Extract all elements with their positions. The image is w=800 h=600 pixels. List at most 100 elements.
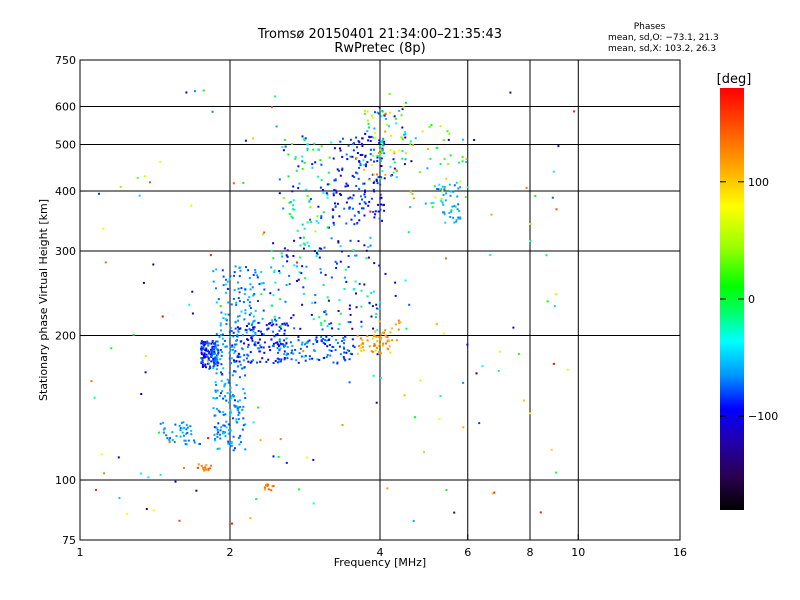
data-point [363,163,366,166]
data-point [245,266,247,269]
data-point [401,136,404,139]
data-point [262,233,264,236]
data-point [216,340,219,343]
data-point [273,315,276,318]
data-point [335,339,338,341]
data-point [409,206,412,209]
data-point [342,137,344,140]
data-point [222,430,225,433]
data-point [270,489,273,492]
data-point [118,497,121,499]
data-point [299,327,302,330]
data-point [269,292,272,295]
data-point [233,289,236,291]
data-point [205,353,208,356]
data-point [336,202,339,205]
data-point [529,222,532,225]
data-point [244,448,247,451]
data-point [276,347,279,350]
data-point [274,359,277,362]
data-point [368,178,371,181]
data-point [288,274,291,277]
data-point [369,140,372,142]
data-point [228,442,231,445]
data-point [249,329,252,332]
data-point [313,250,316,252]
data-point [312,148,315,151]
data-point [283,357,286,359]
data-point [285,461,288,464]
data-point [285,354,288,357]
grid-lines [80,60,680,540]
data-point [266,328,269,331]
data-point [201,357,204,359]
data-point [358,202,361,205]
data-point [293,327,296,330]
data-point [441,190,444,193]
data-point [433,185,436,188]
data-point [315,336,318,339]
data-point [270,266,273,269]
data-point [216,389,219,392]
data-point [291,217,294,220]
data-point [545,254,548,257]
data-point [186,426,189,429]
data-point [352,207,354,210]
data-point [345,201,348,204]
data-point [311,357,314,360]
data-point [194,90,196,93]
data-point [287,153,290,156]
data-point [370,315,373,318]
data-point [382,137,385,140]
data-point [356,146,358,149]
data-point [214,439,217,442]
data-point [330,322,333,325]
data-point [204,356,207,359]
data-point [491,492,494,495]
data-point [399,321,402,324]
data-point [343,347,346,350]
data-point [352,194,355,197]
data-point [383,177,386,180]
data-point [263,486,266,489]
data-point [334,178,337,181]
data-point [100,453,103,456]
data-point [349,138,352,141]
data-point [404,136,407,139]
data-point [227,301,230,304]
data-point [448,183,451,186]
data-point [326,354,329,356]
data-point [237,287,240,290]
data-point [226,392,229,394]
data-point [343,357,346,360]
data-point [393,150,396,153]
data-point [237,418,240,421]
data-point [364,202,367,205]
data-point [214,397,217,400]
data-point [301,223,304,226]
data-point [243,318,246,321]
data-point [219,305,222,308]
data-point [207,469,210,472]
data-point [269,322,272,325]
data-point [236,408,239,411]
data-point [404,131,406,134]
data-point [201,359,204,362]
data-point [215,268,218,271]
data-point [234,405,237,408]
data-point [231,348,234,351]
data-point [339,353,342,356]
data-point [263,231,266,234]
data-point [212,359,215,362]
data-point [214,381,217,383]
data-point [326,345,329,348]
data-point [392,171,395,174]
data-point [277,351,279,354]
data-point [159,160,162,163]
data-point [102,227,105,230]
data-point [219,322,222,325]
data-point [292,185,295,188]
data-point [379,160,382,163]
data-point [497,369,500,372]
